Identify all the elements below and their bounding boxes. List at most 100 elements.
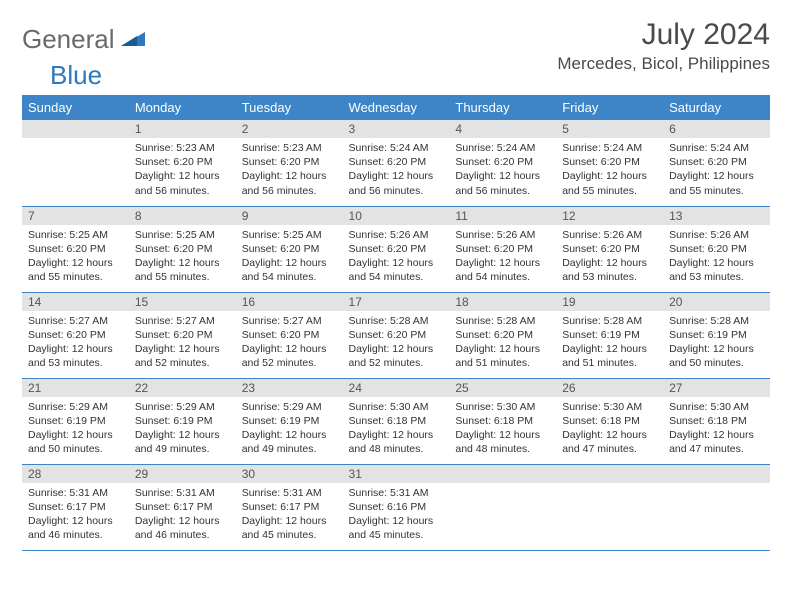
daylight-text: Daylight: 12 hours and 49 minutes. [135,428,230,456]
day-cell: 27Sunrise: 5:30 AMSunset: 6:18 PMDayligh… [663,378,770,464]
day-number: 14 [22,293,129,311]
day-content: Sunrise: 5:26 AMSunset: 6:20 PMDaylight:… [663,225,770,289]
sunrise-text: Sunrise: 5:29 AM [28,400,123,414]
day-cell: 19Sunrise: 5:28 AMSunset: 6:19 PMDayligh… [556,292,663,378]
daylight-text: Daylight: 12 hours and 52 minutes. [242,342,337,370]
sunrise-text: Sunrise: 5:23 AM [135,141,230,155]
weekday-header-row: Sunday Monday Tuesday Wednesday Thursday… [22,95,770,120]
sunrise-text: Sunrise: 5:24 AM [455,141,550,155]
day-number: 15 [129,293,236,311]
day-cell: 16Sunrise: 5:27 AMSunset: 6:20 PMDayligh… [236,292,343,378]
sunrise-text: Sunrise: 5:24 AM [669,141,764,155]
day-number: 6 [663,120,770,138]
day-cell: 1Sunrise: 5:23 AMSunset: 6:20 PMDaylight… [129,120,236,206]
weekday-header: Monday [129,95,236,120]
sunrise-text: Sunrise: 5:26 AM [669,228,764,242]
day-number: 25 [449,379,556,397]
day-number: 7 [22,207,129,225]
day-number: 2 [236,120,343,138]
day-content: Sunrise: 5:28 AMSunset: 6:19 PMDaylight:… [556,311,663,375]
daylight-text: Daylight: 12 hours and 48 minutes. [349,428,444,456]
sunset-text: Sunset: 6:19 PM [135,414,230,428]
sunrise-text: Sunrise: 5:23 AM [242,141,337,155]
daylight-text: Daylight: 12 hours and 51 minutes. [562,342,657,370]
day-content: Sunrise: 5:25 AMSunset: 6:20 PMDaylight:… [129,225,236,289]
sunrise-text: Sunrise: 5:31 AM [349,486,444,500]
sunset-text: Sunset: 6:20 PM [562,242,657,256]
day-cell: 22 Sunrise: 5:29 AMSunset: 6:19 PMDayligh… [129,378,236,464]
day-cell: 30Sunrise: 5:31 AMSunset: 6:17 PMDayligh… [236,464,343,550]
sunset-text: Sunset: 6:20 PM [562,155,657,169]
day-content: Sunrise: 5:27 AMSunset: 6:20 PMDaylight:… [22,311,129,375]
day-cell: 2Sunrise: 5:23 AMSunset: 6:20 PMDaylight… [236,120,343,206]
sunset-text: Sunset: 6:18 PM [455,414,550,428]
sunrise-text: Sunrise: 5:28 AM [349,314,444,328]
week-row: 28Sunrise: 5:31 AMSunset: 6:17 PMDayligh… [22,464,770,550]
sunrise-text: Sunrise: 5:28 AM [669,314,764,328]
day-number: 26 [556,379,663,397]
day-content: Sunrise: 5:31 AMSunset: 6:17 PMDaylight:… [236,483,343,547]
day-content: Sunrise: 5:24 AMSunset: 6:20 PMDaylight:… [663,138,770,202]
daylight-text: Daylight: 12 hours and 55 minutes. [28,256,123,284]
day-number: 4 [449,120,556,138]
day-number: 13 [663,207,770,225]
sunset-text: Sunset: 6:18 PM [669,414,764,428]
daylight-text: Daylight: 12 hours and 45 minutes. [242,514,337,542]
daylight-text: Daylight: 12 hours and 55 minutes. [669,169,764,197]
calendar-body: 1Sunrise: 5:23 AMSunset: 6:20 PMDaylight… [22,120,770,550]
day-number: 23 [236,379,343,397]
daylight-text: Daylight: 12 hours and 53 minutes. [562,256,657,284]
daylight-text: Daylight: 12 hours and 52 minutes. [135,342,230,370]
day-cell: 12Sunrise: 5:26 AMSunset: 6:20 PMDayligh… [556,206,663,292]
day-cell: 23Sunrise: 5:29 AMSunset: 6:19 PMDayligh… [236,378,343,464]
day-number: 9 [236,207,343,225]
day-cell: 17Sunrise: 5:28 AMSunset: 6:20 PMDayligh… [343,292,450,378]
day-content: Sunrise: 5:28 AMSunset: 6:20 PMDaylight:… [343,311,450,375]
day-content: Sunrise: 5:23 AMSunset: 6:20 PMDaylight:… [129,138,236,202]
sunset-text: Sunset: 6:20 PM [28,328,123,342]
sunset-text: Sunset: 6:18 PM [349,414,444,428]
sunrise-text: Sunrise: 5:29 AM [135,400,230,414]
week-row: 1Sunrise: 5:23 AMSunset: 6:20 PMDaylight… [22,120,770,206]
day-content: Sunrise: 5:24 AMSunset: 6:20 PMDaylight:… [556,138,663,202]
day-content: Sunrise: 5:23 AMSunset: 6:20 PMDaylight:… [236,138,343,202]
sunset-text: Sunset: 6:17 PM [242,500,337,514]
daylight-text: Daylight: 12 hours and 55 minutes. [562,169,657,197]
sunset-text: Sunset: 6:20 PM [455,328,550,342]
daylight-text: Daylight: 12 hours and 47 minutes. [669,428,764,456]
daylight-text: Daylight: 12 hours and 50 minutes. [669,342,764,370]
day-number: 11 [449,207,556,225]
day-number: 22 [129,379,236,397]
sunrise-text: Sunrise: 5:26 AM [349,228,444,242]
sunrise-text: Sunrise: 5:27 AM [135,314,230,328]
day-number: 1 [129,120,236,138]
day-cell: 11Sunrise: 5:26 AMSunset: 6:20 PMDayligh… [449,206,556,292]
day-number: 30 [236,465,343,483]
day-cell: 4Sunrise: 5:24 AMSunset: 6:20 PMDaylight… [449,120,556,206]
daylight-text: Daylight: 12 hours and 46 minutes. [135,514,230,542]
sunrise-text: Sunrise: 5:30 AM [669,400,764,414]
day-number: 20 [663,293,770,311]
weekday-header: Thursday [449,95,556,120]
daylight-text: Daylight: 12 hours and 49 minutes. [242,428,337,456]
day-cell [663,464,770,550]
sunset-text: Sunset: 6:19 PM [669,328,764,342]
day-number: 24 [343,379,450,397]
sunrise-text: Sunrise: 5:24 AM [349,141,444,155]
sunset-text: Sunset: 6:20 PM [669,155,764,169]
day-number: 17 [343,293,450,311]
day-cell: 5Sunrise: 5:24 AMSunset: 6:20 PMDaylight… [556,120,663,206]
sunrise-text: Sunrise: 5:26 AM [455,228,550,242]
sunrise-text: Sunrise: 5:24 AM [562,141,657,155]
weekday-header: Sunday [22,95,129,120]
day-number [556,465,663,483]
sunrise-text: Sunrise: 5:31 AM [28,486,123,500]
sunset-text: Sunset: 6:20 PM [669,242,764,256]
day-content: Sunrise: 5:26 AMSunset: 6:20 PMDaylight:… [449,225,556,289]
sunrise-text: Sunrise: 5:30 AM [349,400,444,414]
day-number: 29 [129,465,236,483]
day-content: Sunrise: 5:28 AMSunset: 6:20 PMDaylight:… [449,311,556,375]
day-cell: 6Sunrise: 5:24 AMSunset: 6:20 PMDaylight… [663,120,770,206]
week-row: 7Sunrise: 5:25 AMSunset: 6:20 PMDaylight… [22,206,770,292]
sunset-text: Sunset: 6:20 PM [242,155,337,169]
